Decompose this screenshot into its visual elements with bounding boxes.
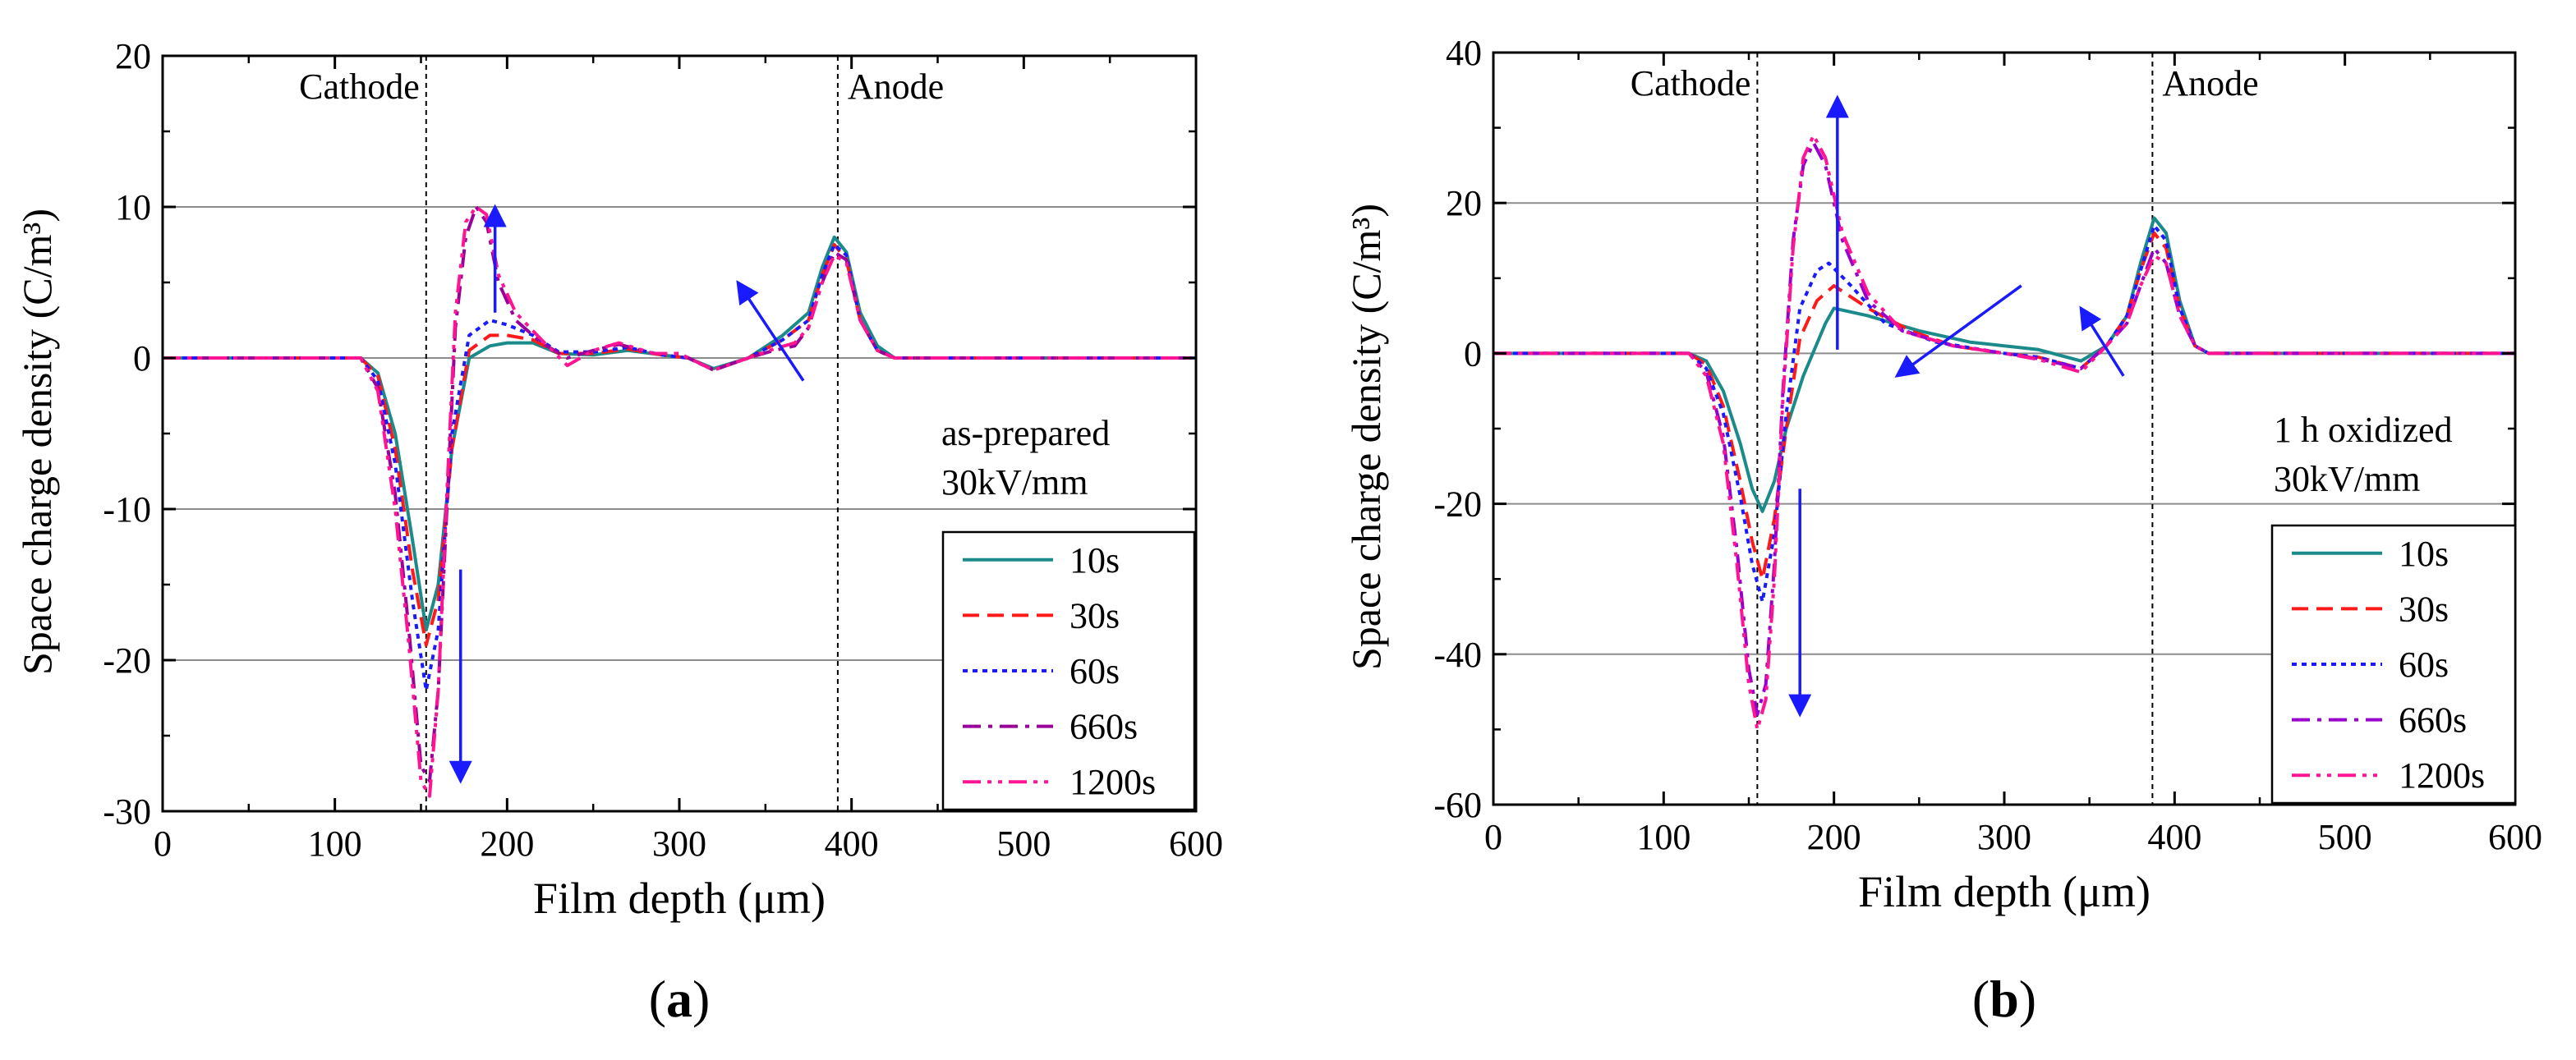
chart-panel-a: 0 100 200 300 400 500 600 -30 -20 -10 0 10 20 Film de… (14, 36, 1223, 1028)
legend-label: 1200s (2399, 755, 2485, 796)
y-tick-label: 20 (1446, 183, 1482, 223)
x-tick-label: 200 (1807, 817, 1861, 857)
trend-arrow (736, 280, 805, 382)
series-line-30s (1493, 231, 2515, 581)
y-tick-label: -40 (1433, 635, 1482, 675)
legend-box (941, 530, 1196, 811)
x-tick-label: 400 (825, 824, 879, 864)
panel-label-close: ) (692, 970, 710, 1028)
region-label-cathode: Cathode (1631, 63, 1751, 103)
legend-label: 60s (1070, 651, 1120, 691)
x-axis-label: Film depth (μm) (1858, 867, 2150, 916)
y-tick-label: 20 (115, 36, 151, 76)
y-tick-label: -60 (1433, 785, 1482, 825)
panel-label-open: ( (1972, 970, 1990, 1028)
x-tick-label: 0 (1484, 817, 1502, 857)
legend: 10s 30s 60s 660s 1200s (941, 530, 1196, 811)
legend: 10s 30s 60s 660s 1200s (2270, 524, 2517, 805)
series-line-1200s (1493, 133, 2515, 732)
x-tick-label: 0 (154, 824, 172, 864)
x-tick-label: 500 (2318, 817, 2372, 857)
x-tick-label: 100 (308, 824, 362, 864)
panel-label: (b) (1972, 970, 2036, 1028)
x-tick-label: 300 (1977, 817, 2031, 857)
x-tick-label: 600 (2488, 817, 2542, 857)
x-axis-label: Film depth (μm) (533, 874, 826, 923)
series-line-660s (1493, 140, 2515, 717)
x-tick-label: 300 (652, 824, 706, 864)
chart-panel-b: 0 100 200 300 400 500 600 -60 -40 -20 0 20 40 Film de… (1343, 33, 2542, 1028)
y-axis-label: Space charge density (C/m³) (14, 209, 60, 675)
panel-label-letter: a (666, 970, 692, 1028)
panel-label-letter: b (1990, 970, 2019, 1028)
legend-label: 660s (2399, 700, 2467, 741)
x-tick-label: 200 (480, 824, 534, 864)
region-label-anode: Anode (848, 67, 944, 107)
legend-label: 1200s (1070, 762, 1156, 802)
x-tick-label: 500 (996, 824, 1051, 864)
legend-label: 660s (1070, 707, 1138, 747)
region-label-anode: Anode (2162, 63, 2258, 103)
trend-arrow (1894, 284, 2022, 378)
y-tick-label: -20 (103, 640, 151, 681)
legend-label: 10s (1070, 540, 1120, 580)
condition-annotation: 1 h oxidized (2274, 410, 2453, 450)
panel-label-open: ( (649, 970, 666, 1028)
region-label-cathode: Cathode (299, 67, 420, 107)
series-line-1200s (163, 205, 1196, 798)
panel-label: (a) (649, 970, 711, 1028)
legend-label: 60s (2399, 645, 2449, 685)
x-tick-label: 100 (1636, 817, 1690, 857)
y-tick-label: -30 (103, 792, 151, 832)
y-tick-label: -20 (1433, 484, 1482, 525)
legend-label: 30s (2399, 589, 2449, 629)
legend-label: 10s (2399, 534, 2449, 574)
x-tick-label: 400 (2147, 817, 2201, 857)
condition-annotation: 30kV/mm (2274, 459, 2420, 499)
trend-arrow (2079, 305, 2125, 377)
y-tick-label: 40 (1446, 33, 1482, 73)
y-tick-label: -10 (103, 489, 151, 530)
series-line-60s (1493, 223, 2515, 603)
condition-annotation: 30kV/mm (941, 462, 1088, 502)
x-tick-label: 600 (1169, 824, 1223, 864)
y-tick-label: 0 (133, 338, 151, 379)
condition-annotation: as-prepared (941, 413, 1110, 453)
y-axis-label: Space charge density (C/m³) (1343, 204, 1389, 670)
y-tick-label: 10 (115, 187, 151, 227)
y-tick-label: 0 (1464, 333, 1482, 374)
legend-label: 30s (1070, 595, 1120, 636)
panel-label-close: ) (2019, 970, 2036, 1028)
